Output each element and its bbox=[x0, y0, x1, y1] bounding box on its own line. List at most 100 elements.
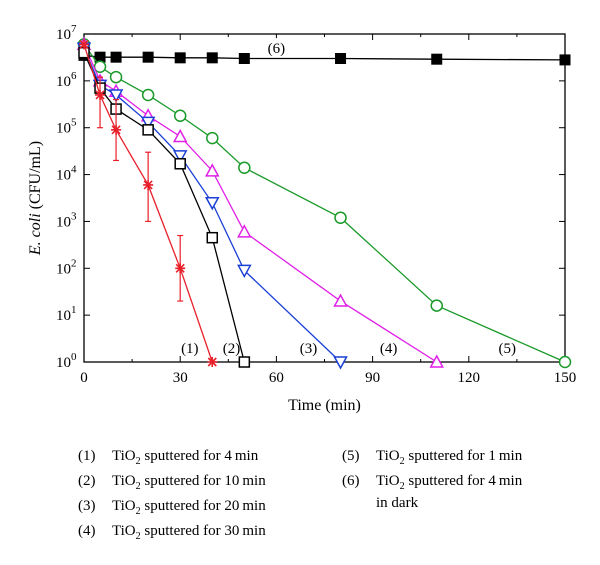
y-tick-label: 103 bbox=[56, 210, 77, 230]
legend-text-sub: 2 bbox=[135, 506, 141, 517]
data-point bbox=[172, 128, 188, 143]
x-tick-label: 0 bbox=[80, 370, 88, 386]
annotation-label: (5) bbox=[499, 341, 517, 357]
series-6 bbox=[78, 49, 571, 66]
annotation-label: (3) bbox=[300, 341, 318, 357]
data-point-marker bbox=[333, 356, 348, 370]
data-point-marker bbox=[109, 70, 123, 84]
y-tick-label: 102 bbox=[56, 257, 77, 277]
data-point bbox=[173, 109, 187, 123]
legend-item-6-line2: in dark bbox=[376, 493, 418, 514]
legend-text-pre: TiO bbox=[112, 448, 136, 464]
legend-text-pre: TiO bbox=[112, 498, 136, 514]
series-line-5 bbox=[83, 44, 566, 363]
data-point-marker bbox=[207, 357, 218, 367]
data-point-marker bbox=[237, 264, 252, 278]
legend-text-pre: TiO bbox=[112, 523, 136, 539]
data-point bbox=[431, 53, 443, 65]
data-point-marker bbox=[238, 161, 251, 174]
data-point-marker bbox=[206, 131, 219, 145]
data-point-marker bbox=[429, 354, 444, 368]
data-point-marker bbox=[206, 52, 218, 64]
data-point bbox=[175, 263, 186, 274]
data-point-marker bbox=[174, 52, 186, 64]
annotation-label: (1) bbox=[181, 341, 199, 357]
legend-text-sub: 2 bbox=[135, 481, 141, 492]
data-point bbox=[558, 355, 572, 369]
series-line-2 bbox=[83, 52, 245, 363]
annotation-label: (6) bbox=[268, 41, 286, 57]
data-point bbox=[109, 70, 123, 84]
legend-text-sub: 2 bbox=[135, 531, 141, 542]
data-point bbox=[237, 264, 252, 278]
data-point-marker bbox=[142, 124, 154, 136]
legend-text-post: sputtered for 4 min bbox=[140, 448, 259, 464]
data-point bbox=[207, 357, 218, 367]
data-point bbox=[108, 89, 124, 103]
legend-text-sub: 2 bbox=[399, 481, 405, 492]
data-point-marker bbox=[110, 51, 122, 63]
data-point-marker bbox=[430, 299, 443, 312]
series-5 bbox=[77, 38, 572, 369]
legend-item-1: (1) TiO2 sputtered for 4 min bbox=[78, 446, 258, 472]
y-tick-label: 100 bbox=[56, 351, 77, 371]
data-point bbox=[333, 293, 348, 307]
data-point-marker bbox=[238, 53, 250, 65]
data-point-marker bbox=[335, 53, 347, 65]
legend-item-4: (4) TiO2 sputtered for 30 min bbox=[78, 521, 266, 547]
data-point-marker bbox=[238, 356, 251, 368]
series-line-6 bbox=[83, 54, 566, 61]
data-point-marker bbox=[431, 53, 443, 65]
data-point bbox=[174, 158, 186, 170]
data-point bbox=[238, 356, 251, 368]
data-point bbox=[140, 116, 156, 130]
data-point-marker bbox=[143, 179, 154, 190]
legend-number: (6) bbox=[342, 473, 360, 489]
data-point-marker bbox=[205, 197, 220, 211]
data-point-marker bbox=[237, 224, 252, 238]
legend-text-pre: TiO bbox=[376, 448, 400, 464]
data-point bbox=[141, 88, 155, 102]
legend-number: (2) bbox=[78, 473, 96, 489]
annotation-bg bbox=[262, 38, 291, 57]
data-point bbox=[237, 224, 252, 238]
data-point-marker bbox=[172, 150, 188, 164]
legend-number: (3) bbox=[78, 498, 96, 514]
data-point bbox=[205, 197, 220, 211]
annotation-label: (4) bbox=[380, 341, 398, 357]
series-4 bbox=[76, 36, 444, 368]
data-point bbox=[206, 231, 219, 244]
data-point bbox=[335, 53, 347, 65]
data-point bbox=[333, 356, 348, 370]
x-axis-label: Time (min) bbox=[288, 397, 361, 414]
y-tick-label: 106 bbox=[56, 70, 77, 90]
y-tick-label: 105 bbox=[56, 117, 77, 137]
data-point-marker bbox=[111, 124, 122, 135]
legend-number: (1) bbox=[78, 448, 96, 464]
data-point-marker bbox=[174, 158, 186, 170]
data-point bbox=[334, 211, 347, 224]
legend-text-pre: TiO bbox=[376, 473, 400, 489]
data-point-marker bbox=[172, 128, 188, 143]
y-tick-label: 107 bbox=[56, 23, 77, 43]
legend-text-post: sputtered for 4 min bbox=[404, 473, 523, 489]
x-tick-label: 60 bbox=[269, 370, 284, 386]
data-point-marker bbox=[559, 54, 571, 66]
data-point bbox=[142, 51, 154, 63]
data-point bbox=[174, 52, 186, 64]
data-point bbox=[205, 163, 220, 177]
y-axis-label: E. coli (CFU/mL) bbox=[27, 141, 44, 256]
data-point bbox=[111, 124, 122, 135]
legend-number: (5) bbox=[342, 448, 360, 464]
legend-text-line2: in dark bbox=[376, 495, 419, 511]
data-point-marker bbox=[334, 211, 347, 224]
legend-text-post: sputtered for 10 min bbox=[140, 473, 266, 489]
data-point bbox=[429, 354, 444, 368]
data-point bbox=[95, 89, 106, 100]
data-point bbox=[142, 124, 154, 136]
plot-frame bbox=[83, 33, 566, 363]
data-point-marker bbox=[141, 88, 155, 102]
data-point bbox=[559, 54, 571, 66]
series-line-4 bbox=[83, 44, 438, 363]
y-tick-label: 101 bbox=[56, 304, 77, 324]
